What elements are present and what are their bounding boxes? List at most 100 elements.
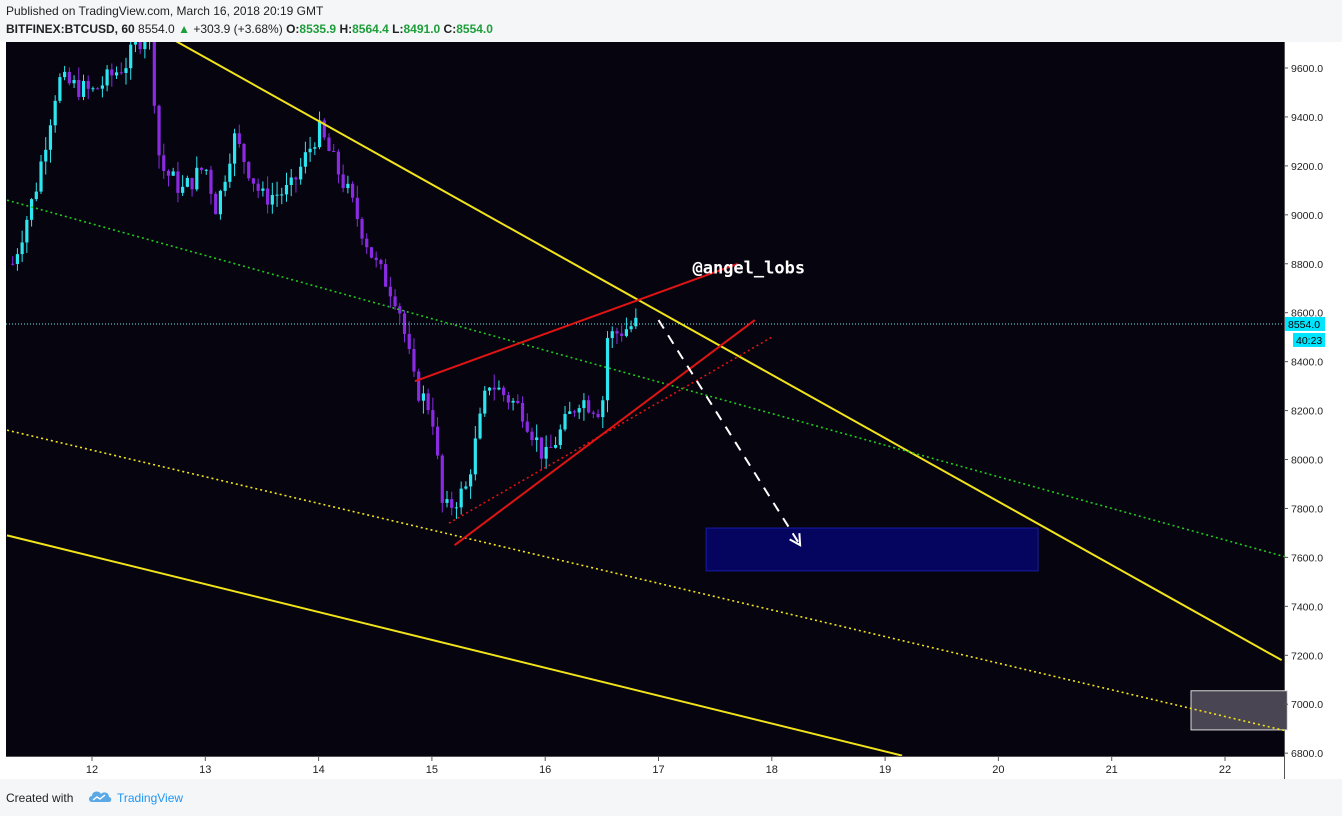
high-label: H: xyxy=(339,22,353,36)
candle-body xyxy=(506,395,510,403)
candle-body xyxy=(577,408,581,413)
candle-body xyxy=(511,400,515,403)
countdown-label: 40:23 xyxy=(1296,335,1322,347)
x-tick-label: 18 xyxy=(766,764,778,776)
candle-body xyxy=(605,338,610,401)
publish-info: Published on TradingView.com, March 16, … xyxy=(6,4,324,18)
chart-area[interactable]: @angel_lobs 12 13 14 15 16 17 18 19 20 21 22 9600.… xyxy=(6,42,1342,779)
candle-body xyxy=(96,88,100,90)
candle-body xyxy=(39,161,43,192)
candle-body xyxy=(77,80,81,97)
y-tick-label: 8800.0 xyxy=(1291,259,1323,271)
candle-body xyxy=(553,445,558,448)
candle-body xyxy=(166,170,171,176)
candle-body xyxy=(473,438,477,475)
candle-body xyxy=(398,306,402,314)
y-tick-label: 8200.0 xyxy=(1291,406,1323,418)
candle-body xyxy=(124,68,128,73)
price-change: +303.9 (+3.68%) xyxy=(193,22,283,36)
candle-body xyxy=(176,171,180,193)
candle-body xyxy=(11,263,15,265)
candle-body xyxy=(185,177,189,187)
candle-body xyxy=(270,195,274,205)
candle-body xyxy=(610,331,614,339)
candle-body xyxy=(365,238,369,248)
candle-body xyxy=(171,171,175,176)
candle-body xyxy=(58,77,62,101)
candle-body xyxy=(341,174,345,189)
trendline-lower-channel xyxy=(6,534,903,757)
candle-body xyxy=(454,507,459,509)
candle-body xyxy=(261,188,265,191)
candle-body xyxy=(143,42,147,50)
y-tick-label: 7600.0 xyxy=(1291,552,1323,564)
candle-body xyxy=(204,169,208,171)
candle-body xyxy=(133,42,138,45)
candle-body xyxy=(256,183,260,191)
y-tick-label: 8600.0 xyxy=(1291,308,1323,320)
candle-body xyxy=(232,133,237,164)
candle-body xyxy=(587,400,591,413)
candle-body xyxy=(289,177,293,186)
candle-body xyxy=(44,149,48,162)
candle-body xyxy=(384,264,388,287)
x-tick-label: 22 xyxy=(1219,764,1231,776)
candle-body xyxy=(223,181,227,191)
open-value: 8535.9 xyxy=(299,22,337,36)
y-tick-label: 8000.0 xyxy=(1291,455,1323,467)
candle-body xyxy=(100,85,104,89)
candle-body xyxy=(195,167,199,190)
target-zone-box xyxy=(705,527,1039,572)
candle-body xyxy=(34,191,38,200)
corner-zone-box xyxy=(1190,690,1288,731)
candle-body xyxy=(308,148,312,153)
drawings-layer: @angel_lobs xyxy=(6,42,1288,757)
candle-body xyxy=(464,486,468,489)
y-tick-label: 9200.0 xyxy=(1291,161,1323,173)
candle-body xyxy=(572,411,577,413)
candle-body xyxy=(218,190,223,215)
close-value: 8554.0 xyxy=(456,22,493,36)
candle-body xyxy=(48,125,53,150)
created-with-label: Created with xyxy=(6,791,74,805)
candle-body xyxy=(421,393,426,401)
candle-body xyxy=(624,329,628,336)
candle-body xyxy=(530,431,534,441)
price-axis: 9600.0 9400.0 9200.0 9000.0 8800.0 8600.0 8400… xyxy=(1284,63,1325,760)
candle-body xyxy=(412,349,416,372)
candle-body xyxy=(280,194,284,196)
candle-body xyxy=(407,333,411,350)
tradingview-cloud-icon[interactable] xyxy=(88,789,112,805)
candle-body xyxy=(15,254,20,264)
tradingview-link[interactable]: TradingView xyxy=(117,791,184,805)
candle-body xyxy=(350,183,355,198)
candle-body xyxy=(237,133,241,144)
high-value: 8564.4 xyxy=(352,22,389,36)
candle-body xyxy=(152,42,156,106)
price-chart[interactable]: @angel_lobs 12 13 14 15 16 17 18 19 20 21 22 9600.… xyxy=(6,42,1342,779)
candle-body xyxy=(20,242,24,255)
candle-body xyxy=(110,69,114,76)
candle-body xyxy=(129,44,133,69)
candle-body xyxy=(582,400,586,409)
candle-body xyxy=(53,100,57,126)
low-value: 8491.0 xyxy=(403,22,441,36)
candle-body xyxy=(91,88,95,90)
last-price-tag-label: 8554.0 xyxy=(1288,319,1320,331)
candle-body xyxy=(535,437,539,441)
x-tick-label: 19 xyxy=(879,764,891,776)
candle-body xyxy=(67,71,71,84)
symbol-label: BITFINEX:BTCUSD, 60 xyxy=(6,22,135,36)
candle-body xyxy=(138,42,142,50)
candle-body xyxy=(601,400,605,418)
y-tick-label: 8400.0 xyxy=(1291,357,1323,369)
candle-body xyxy=(114,72,119,76)
x-tick-label: 15 xyxy=(426,764,438,776)
candle-body xyxy=(209,169,213,194)
time-axis: 12 13 14 15 16 17 18 19 20 21 22 xyxy=(6,756,1284,779)
candle-body xyxy=(487,387,492,391)
countdown-tag xyxy=(1293,332,1325,347)
candle-body xyxy=(558,429,562,446)
candle-body xyxy=(199,167,204,171)
candle-body xyxy=(336,151,341,175)
